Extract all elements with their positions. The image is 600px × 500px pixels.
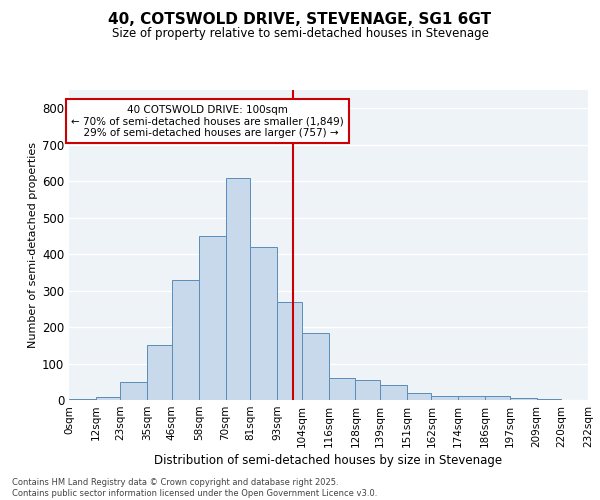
Bar (380, 386, 407, 400)
Bar (431, 396, 458, 400)
Bar (485, 396, 510, 400)
Bar (329, 378, 355, 400)
Y-axis label: Number of semi-detached properties: Number of semi-detached properties (28, 142, 38, 348)
Bar (355, 380, 380, 400)
Bar (172, 280, 199, 400)
Bar (510, 398, 536, 400)
Bar (277, 302, 302, 400)
Bar (199, 236, 226, 400)
Text: Contains HM Land Registry data © Crown copyright and database right 2025.
Contai: Contains HM Land Registry data © Crown c… (12, 478, 377, 498)
Bar (407, 392, 431, 400)
Text: 40 COTSWOLD DRIVE: 100sqm
← 70% of semi-detached houses are smaller (1,849)
  29: 40 COTSWOLD DRIVE: 100sqm ← 70% of semi-… (71, 104, 344, 138)
Bar (147, 346, 172, 400)
Bar (302, 332, 329, 400)
Bar (250, 247, 277, 400)
X-axis label: Distribution of semi-detached houses by size in Stevenage: Distribution of semi-detached houses by … (154, 454, 503, 467)
Text: Size of property relative to semi-detached houses in Stevenage: Size of property relative to semi-detach… (112, 28, 488, 40)
Bar (458, 396, 485, 400)
Bar (121, 382, 147, 400)
Bar (96, 397, 121, 400)
Text: 40, COTSWOLD DRIVE, STEVENAGE, SG1 6GT: 40, COTSWOLD DRIVE, STEVENAGE, SG1 6GT (109, 12, 491, 28)
Bar (226, 178, 250, 400)
